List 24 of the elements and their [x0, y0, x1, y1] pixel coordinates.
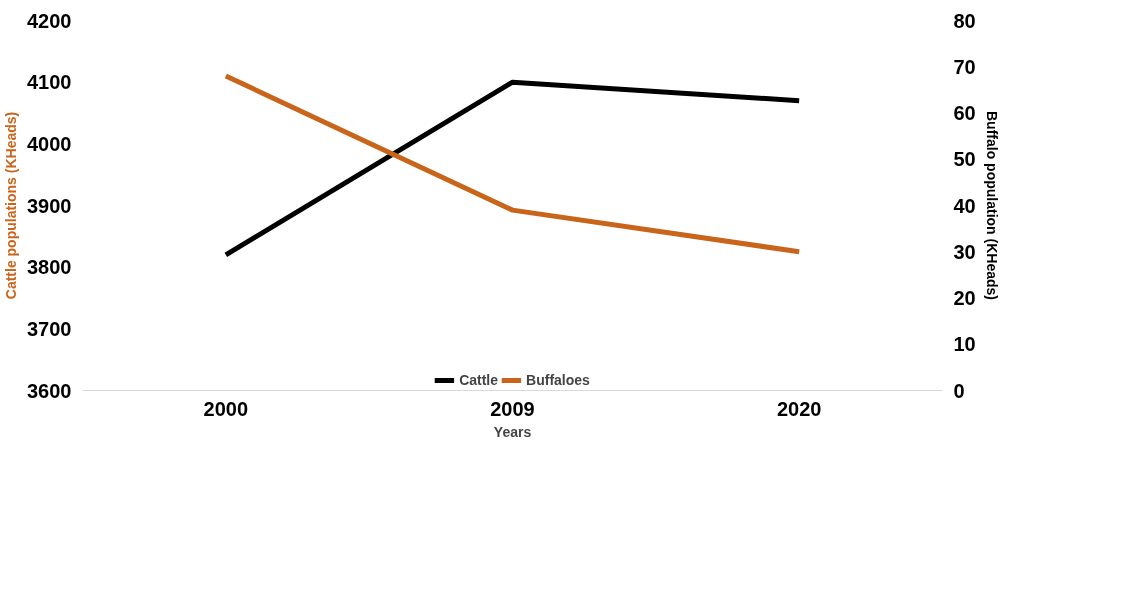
x-tick-label: 2020 — [776, 397, 822, 420]
y-tick-label: 4100 — [27, 71, 72, 94]
y2-tick-label: 80 — [953, 9, 976, 32]
y-tick-label: 3900 — [27, 194, 72, 217]
y-tick-label: 4000 — [27, 132, 72, 155]
x-axis-title: Years — [493, 423, 532, 440]
y-axis-title: Cattle populations (KHeads) — [3, 111, 20, 300]
legend-label: Buffaloes — [526, 372, 590, 388]
y-tick-label: 3700 — [27, 317, 72, 340]
x-tick-label: 2000 — [203, 397, 249, 420]
y2-tick-label: 70 — [953, 55, 976, 78]
y-tick-label: 3600 — [27, 379, 72, 402]
y-tick-label: 4200 — [27, 9, 72, 32]
y2-tick-label: 10 — [953, 333, 976, 356]
y2-axis-title: Buffalo population (KHeads) — [983, 111, 1000, 301]
y2-tick-label: 60 — [953, 102, 976, 124]
y2-tick-label: 0 — [953, 379, 965, 402]
legend-label: Cattle — [459, 372, 499, 388]
y2-tick-label: 30 — [953, 240, 976, 263]
y-tick-label: 3800 — [27, 256, 72, 279]
y2-tick-label: 50 — [953, 148, 976, 171]
y2-tick-label: 20 — [953, 287, 976, 309]
y2-tick-label: 40 — [953, 194, 976, 217]
x-tick-label: 2009 — [490, 397, 535, 420]
